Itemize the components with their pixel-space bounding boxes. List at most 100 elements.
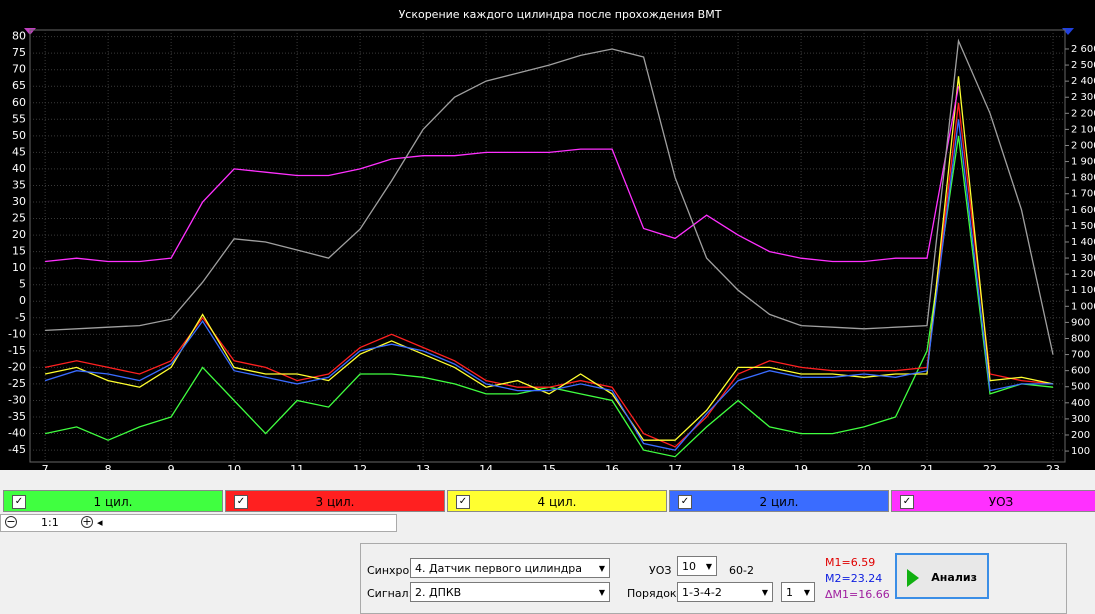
zoom-in[interactable]: + [81,515,93,528]
x-tick-label: 7 [42,463,49,470]
y-tick-label: 0 [19,294,26,307]
y2-tick-label: 700 [1071,350,1090,361]
signal-select[interactable]: 2. ДПКВ [410,582,610,603]
analyze-button[interactable]: Анализ [895,553,989,599]
y-tick-label: -40 [8,427,26,440]
y2-tick-label: 2 400 [1071,76,1095,87]
y-tick-label: 50 [12,129,26,142]
legend-label: 1 цил. [93,495,133,509]
y2-tick-label: 2 600 [1071,44,1095,55]
x-tick-label: 18 [731,463,745,470]
y-tick-label: 25 [12,212,26,225]
checkbox[interactable]: ✓ [12,495,26,509]
y-tick-label: -20 [8,360,26,373]
checkbox[interactable]: ✓ [678,495,692,509]
y2-tick-label: 1 300 [1071,253,1095,264]
y-tick-label: 15 [12,245,26,258]
x-tick-label: 12 [353,463,367,470]
checkbox[interactable]: ✓ [456,495,470,509]
y2-tick-label: 1 500 [1071,221,1095,232]
y2-tick-label: 2 000 [1071,140,1095,151]
scroll-left[interactable]: ◂ [97,516,103,529]
uoz-spin[interactable]: 10 [677,556,717,577]
m1: M1=6.59 [825,556,876,569]
m2: M2=23.24 [825,572,883,585]
y-tick-label: 60 [12,96,26,109]
y2-tick-label: 300 [1071,414,1090,425]
y-tick-label: 45 [12,145,26,158]
y2-tick-label: 100 [1071,446,1090,457]
y-tick-label: 40 [12,162,26,175]
y2-tick-label: 400 [1071,398,1090,409]
x-tick-label: 16 [605,463,619,470]
order-num[interactable]: 1 [781,582,815,603]
zoom-out[interactable]: − [5,515,17,528]
x-tick-label: 15 [542,463,556,470]
y-tick-label: 5 [19,278,26,291]
y2-tick-label: 500 [1071,382,1090,393]
zoom-bar: − 1:1 + ◂ [0,514,397,532]
y2-tick-label: 1 600 [1071,205,1095,216]
x-tick-label: 20 [857,463,871,470]
x-tick-label: 17 [668,463,682,470]
marker-m2 [1062,28,1074,35]
y2-tick-label: 1 000 [1071,301,1095,312]
y-tick-label: -45 [8,443,26,456]
order-label: Порядок [627,587,677,600]
legend-tab[interactable]: ✓ 2 цил. [669,490,889,512]
x-tick-label: 19 [794,463,808,470]
y2-tick-label: 1 200 [1071,269,1095,280]
x-tick-label: 13 [416,463,430,470]
legend-tab[interactable]: ✓ 1 цил. [3,490,223,512]
x-tick-label: 11 [290,463,304,470]
y2-tick-label: 600 [1071,366,1090,377]
y-tick-label: -5 [15,311,26,324]
legend-label: 4 цил. [537,495,577,509]
legend-tab[interactable]: ✓ 3 цил. [225,490,445,512]
y-tick-label: 30 [12,195,26,208]
series-line [45,86,960,263]
teeth: 60-2 [729,564,754,577]
sync-select[interactable]: 4. Датчик первого цилиндра [410,558,610,579]
chart: Ускорение каждого цилиндра после прохожд… [0,0,1095,470]
x-tick-label: 14 [479,463,493,470]
order-select[interactable]: 1-3-4-2 [677,582,773,603]
y-tick-label: 20 [12,228,26,241]
dm1: ΔM1=16.66 [825,588,890,601]
legend-label: 2 цил. [759,495,799,509]
x-tick-label: 22 [983,463,997,470]
y2-tick-label: 2 300 [1071,92,1095,103]
x-tick-label: 21 [920,463,934,470]
y2-tick-label: 200 [1071,430,1090,441]
y-tick-label: -10 [8,327,26,340]
analyze-label: Анализ [931,571,977,584]
y2-tick-label: 2 200 [1071,108,1095,119]
y-tick-label: 65 [12,79,26,92]
legend-tab[interactable]: ✓ 4 цил. [447,490,667,512]
y-tick-label: 75 [12,46,26,59]
y2-tick-label: 900 [1071,317,1090,328]
checkbox[interactable]: ✓ [900,495,914,509]
legend-tab[interactable]: ✓ УОЗ [891,490,1095,512]
legend-label: УОЗ [988,495,1014,509]
y2-tick-label: 1 800 [1071,173,1095,184]
y2-tick-label: 1 900 [1071,157,1095,168]
y-tick-label: 10 [12,261,26,274]
control-panel: Синхро: 4. Датчик первого цилиндра Сигна… [360,543,1067,614]
y-tick-label: 35 [12,178,26,191]
y2-tick-label: 1 400 [1071,237,1095,248]
y-tick-label: -25 [8,377,26,390]
y-tick-label: -35 [8,410,26,423]
x-tick-label: 8 [105,463,112,470]
x-tick-label: 23 [1046,463,1060,470]
y2-tick-label: 2 100 [1071,124,1095,135]
signal-label: Сигнал: [367,587,413,600]
plot-frame [29,29,1066,463]
y-tick-label: -15 [8,344,26,357]
checkbox[interactable]: ✓ [234,495,248,509]
legend-label: 3 цил. [315,495,355,509]
y-tick-label: -30 [8,393,26,406]
sync-label: Синхро: [367,564,413,577]
uoz-label: УОЗ [649,564,672,577]
series-line [44,102,1054,448]
